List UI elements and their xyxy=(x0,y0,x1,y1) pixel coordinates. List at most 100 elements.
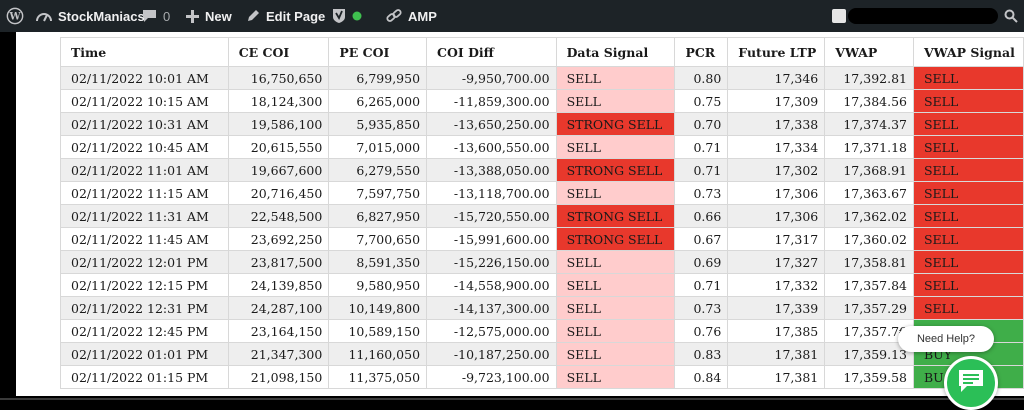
table-row: 02/11/2022 01:01 PM 21,347,300 11,160,050-… xyxy=(60,342,1024,366)
cell-data-signal: SELL xyxy=(555,319,676,343)
table-row: 02/11/2022 12:31 PM 24,287,100 10,149,800-… xyxy=(60,296,1024,320)
cell-vwap-signal: SELL xyxy=(912,204,1024,228)
cell-vwap: 17,392.81 xyxy=(824,66,914,90)
cell-future-ltp: 17,302 xyxy=(727,158,826,182)
seo-plugin-button[interactable] xyxy=(332,0,362,32)
site-name-label: StockManiacs xyxy=(58,8,145,24)
cell-ce-coi: 23,164,150 xyxy=(227,319,330,343)
column-header-coi-diff[interactable]: COI Diff xyxy=(426,37,557,67)
cell-ce-coi: 24,139,850 xyxy=(227,273,330,297)
column-header-ce-coi[interactable]: CE COI xyxy=(227,37,330,67)
cell-vwap: 17,363.67 xyxy=(824,181,914,205)
table-header-row: Time CE COI PE COI COI Diff Data Signal … xyxy=(60,37,1024,67)
cell-future-ltp: 17,334 xyxy=(727,135,826,159)
comments-link[interactable]: 0 xyxy=(142,0,170,32)
cell-vwap-signal: SELL xyxy=(912,66,1024,90)
cell-ce-coi: 19,586,100 xyxy=(227,112,330,136)
cell-vwap: 17,359.13 xyxy=(824,342,914,366)
cell-coi-diff: -13,118,700.00 xyxy=(426,181,557,205)
cell-coi-diff: -9,723,100.00 xyxy=(426,365,557,389)
cell-ce-coi: 16,750,650 xyxy=(227,66,330,90)
admin-bar: W StockManiacs 0 New Edit Page xyxy=(0,0,1024,32)
content-area: Time CE COI PE COI COI Diff Data Signal … xyxy=(16,32,1024,396)
edit-page-button[interactable]: Edit Page xyxy=(246,0,325,32)
plus-icon xyxy=(186,9,199,23)
cell-pe-coi: 9,580,950 xyxy=(328,273,428,297)
cell-data-signal: SELL xyxy=(555,273,676,297)
cell-ce-coi: 20,615,550 xyxy=(227,135,330,159)
cell-pe-coi: 11,160,050 xyxy=(328,342,428,366)
wordpress-icon: W xyxy=(6,7,24,25)
left-margin xyxy=(16,32,58,396)
wordpress-logo-button[interactable]: W xyxy=(6,0,24,32)
table-row: 02/11/2022 11:31 AM 22,548,500 6,827,950 -1… xyxy=(60,204,1024,228)
column-header-pcr[interactable]: PCR xyxy=(674,37,729,67)
cell-future-ltp: 17,306 xyxy=(727,181,826,205)
cell-vwap: 17,384.56 xyxy=(824,89,914,113)
cell-vwap: 17,358.81 xyxy=(824,250,914,274)
cell-coi-diff: -15,991,600.00 xyxy=(426,227,557,251)
need-help-bubble[interactable]: Need Help? xyxy=(898,326,994,352)
cell-pe-coi: 8,591,350 xyxy=(328,250,428,274)
cell-time: 02/11/2022 11:01 AM xyxy=(60,158,229,182)
cell-future-ltp: 17,327 xyxy=(727,250,826,274)
cell-vwap-signal: SELL xyxy=(912,250,1024,274)
cell-data-signal: STRONG SELL xyxy=(555,112,676,136)
table-row: 02/11/2022 01:15 PM 21,098,150 11,375,050-… xyxy=(60,365,1024,389)
cell-future-ltp: 17,381 xyxy=(727,342,826,366)
avatar[interactable] xyxy=(832,9,846,23)
column-header-vwap-signal[interactable]: VWAP Signal xyxy=(912,37,1024,67)
table-row: 02/11/2022 12:15 PM 24,139,850 9,580,950 -1… xyxy=(60,273,1024,297)
column-header-data-signal[interactable]: Data Signal xyxy=(555,37,676,67)
table-row: 02/11/2022 10:31 AM 19,586,100 5,935,850 -1… xyxy=(60,112,1024,136)
site-name-link[interactable]: StockManiacs xyxy=(36,0,145,32)
cell-time: 02/11/2022 12:45 PM xyxy=(60,319,229,343)
comments-count: 0 xyxy=(163,8,171,24)
cell-data-signal: SELL xyxy=(555,89,676,113)
cell-vwap: 17,360.02 xyxy=(824,227,914,251)
shield-icon xyxy=(332,8,346,24)
cell-ce-coi: 18,124,300 xyxy=(227,89,330,113)
amp-link[interactable]: AMP xyxy=(386,0,437,32)
cell-future-ltp: 17,306 xyxy=(727,204,826,228)
cell-coi-diff: -14,558,900.00 xyxy=(426,273,557,297)
cell-data-signal: STRONG SELL xyxy=(555,204,676,228)
cell-data-signal: SELL xyxy=(555,250,676,274)
cell-pcr: 0.67 xyxy=(674,227,729,251)
cell-pcr: 0.80 xyxy=(674,66,729,90)
cell-coi-diff: -14,137,300.00 xyxy=(426,296,557,320)
cell-coi-diff: -15,226,150.00 xyxy=(426,250,557,274)
cell-vwap-signal: SELL xyxy=(912,227,1024,251)
cell-pcr: 0.83 xyxy=(674,342,729,366)
cell-vwap: 17,359.58 xyxy=(824,365,914,389)
table-row: 02/11/2022 10:01 AM 16,750,650 6,799,950 -9… xyxy=(60,66,1024,90)
new-content-button[interactable]: New xyxy=(186,0,232,32)
cell-coi-diff: -11,859,300.00 xyxy=(426,89,557,113)
cell-pcr: 0.66 xyxy=(674,204,729,228)
chat-button[interactable] xyxy=(944,356,998,410)
column-header-future-ltp[interactable]: Future LTP xyxy=(727,37,826,67)
column-header-time[interactable]: Time xyxy=(60,37,229,67)
need-help-label: Need Help? xyxy=(916,333,976,345)
cell-pcr: 0.71 xyxy=(674,273,729,297)
cell-pe-coi: 10,149,800 xyxy=(328,296,428,320)
new-label: New xyxy=(205,8,232,24)
table-row: 02/11/2022 11:01 AM 19,667,600 6,279,550 -1… xyxy=(60,158,1024,182)
cell-vwap: 17,357.84 xyxy=(824,273,914,297)
cell-pcr: 0.73 xyxy=(674,296,729,320)
cell-time: 02/11/2022 11:15 AM xyxy=(60,181,229,205)
search-icon xyxy=(1004,9,1018,23)
column-header-pe-coi[interactable]: PE COI xyxy=(328,37,428,67)
cell-vwap: 17,368.91 xyxy=(824,158,914,182)
cell-time: 02/11/2022 12:15 PM xyxy=(60,273,229,297)
cell-pcr: 0.73 xyxy=(674,181,729,205)
cell-vwap: 17,357.29 xyxy=(824,296,914,320)
user-account-redacted[interactable] xyxy=(848,8,998,24)
cell-coi-diff: -12,575,000.00 xyxy=(426,319,557,343)
link-icon xyxy=(386,8,402,24)
admin-search-button[interactable] xyxy=(1004,0,1018,32)
column-header-vwap[interactable]: VWAP xyxy=(824,37,914,67)
cell-ce-coi: 19,667,600 xyxy=(227,158,330,182)
cell-vwap: 17,371.18 xyxy=(824,135,914,159)
cell-data-signal: SELL xyxy=(555,342,676,366)
